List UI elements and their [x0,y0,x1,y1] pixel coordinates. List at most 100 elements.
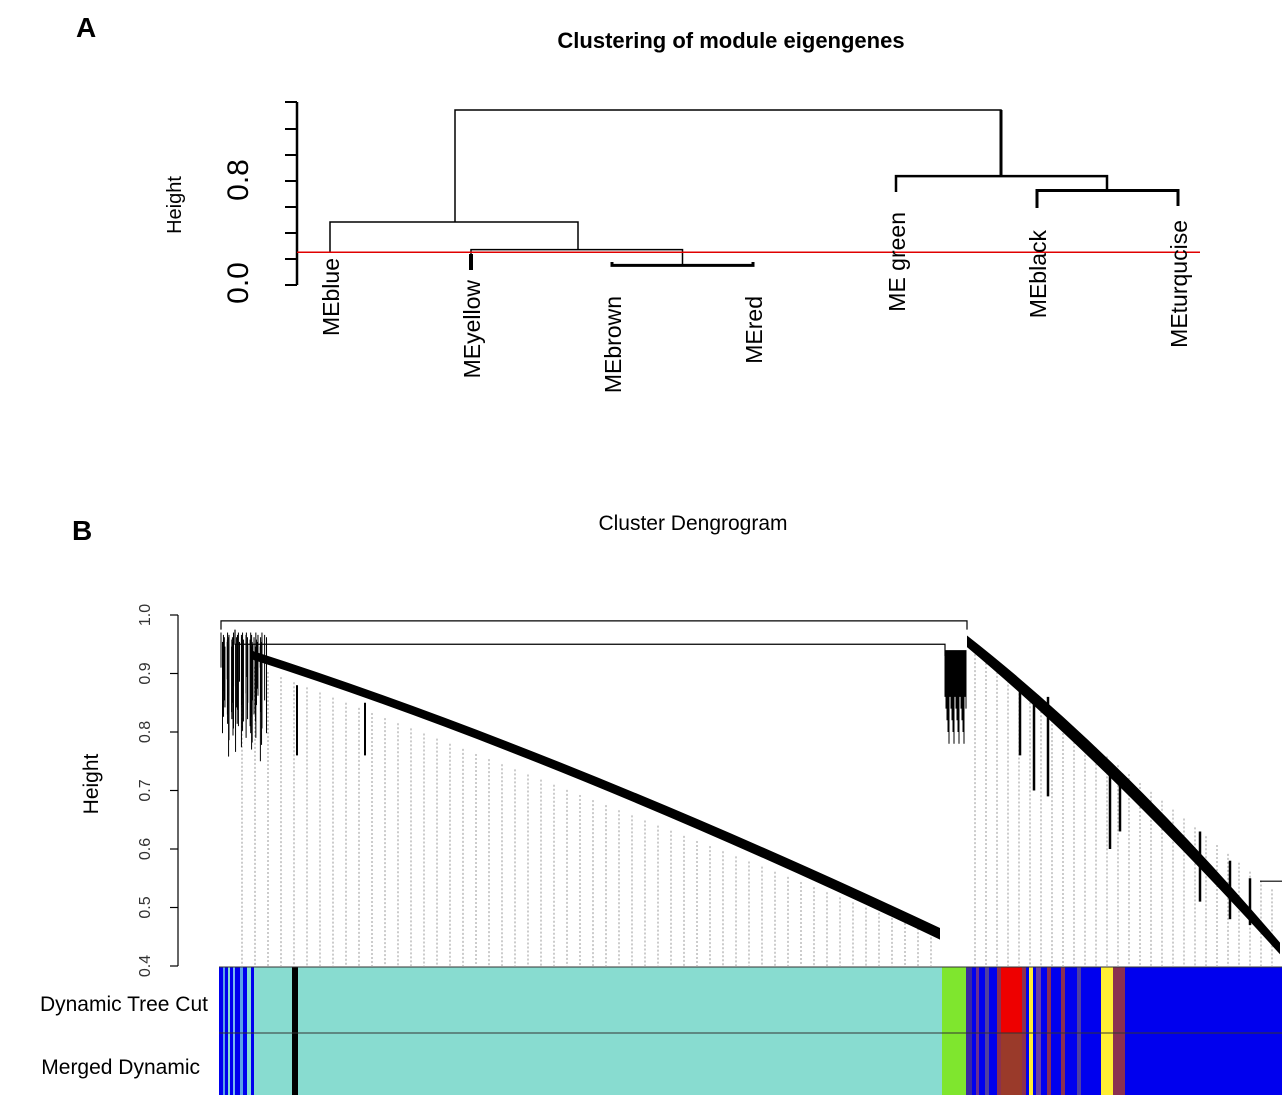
color-bar-dynamic-13 [292,967,298,1033]
panel-b-second-bracket [234,629,946,656]
color-bar-dynamic-5 [233,967,235,1033]
color-bar-merged-37 [1125,1033,1282,1095]
color-bar-dynamic-30 [1051,967,1061,1033]
panel-a-title: Clustering of module eigengenes [557,28,904,53]
panel-a-ytick-0: 0.0 [222,262,255,304]
panel-b-ytick-label-2: 0.6 [137,838,154,860]
color-bar-merged-21 [989,1033,997,1095]
color-bar-dynamic-37 [1125,967,1282,1033]
panel-b-ytick-label-1: 0.5 [137,896,154,918]
panel-a-ytick-1: 0.8 [222,159,255,201]
color-bar-merged-20 [985,1033,989,1095]
panel-b-dendrogram: 0.4 0.5 0.6 0.7 0.8 0.9 1.0 [137,604,1282,1095]
panel-b-ytick-label-0: 0.4 [137,955,154,977]
panel-b-ytick-label-3: 0.7 [137,779,154,801]
color-bar-merged-17 [972,1033,976,1095]
color-bar-dynamic-10 [251,967,254,1033]
color-bar-merged-28 [1041,1033,1047,1095]
panel-b-top-bracket [220,620,968,630]
color-bar-merged-14 [298,1033,942,1095]
color-bar-dynamic-28 [1041,967,1047,1033]
panel-b-color-bars [219,966,1282,1095]
panel-a-leaf-label-2: MEbrown [600,296,626,393]
color-bar-dynamic-3 [228,967,230,1033]
panel-a-leaf-label-6: MEturqucise [1166,220,1192,348]
panel-a-leaf-label-0: MEblue [318,258,344,336]
color-bar-merged-24 [1026,1033,1029,1095]
color-bar-dynamic-29 [1047,967,1051,1033]
row-label-merged-dynamic: Merged Dynamic [41,1056,200,1079]
panel-a-leaf-label-1: MEyellow [459,280,485,379]
panel-a-ylabel: Height [164,176,186,234]
color-bar-merged-31 [1061,1033,1065,1095]
panel-b-right-slope [967,635,1280,955]
panel-a-label: A [76,12,96,43]
color-bar-dynamic-17 [972,967,976,1033]
panel-b-label: B [72,515,92,546]
color-bar-dynamic-15 [942,967,966,1033]
color-bar-dynamic-11 [254,967,258,1033]
color-bar-dynamic-27 [1036,967,1041,1033]
panel-a-merge-blue [329,221,579,253]
color-bar-merged-16 [966,1033,972,1095]
color-bar-dynamic-20 [985,967,989,1033]
color-bar-merged-36 [1113,1033,1125,1095]
color-bar-dynamic-23 [1022,967,1026,1033]
color-bar-dynamic-32 [1065,967,1077,1033]
panel-b-ylabel: Height [80,753,103,814]
color-bar-merged-35 [1101,1033,1113,1095]
color-bar-dynamic-19 [979,967,985,1033]
color-bar-merged-30 [1051,1033,1061,1095]
color-bar-dynamic-6 [235,967,240,1033]
panel-b-branches [220,620,1282,966]
color-bar-dynamic-14 [298,967,942,1033]
color-bar-merged-5 [233,1033,235,1095]
color-bar-merged-3 [228,1033,230,1095]
color-bar-merged-25 [1029,1033,1033,1095]
color-bar-merged-4 [230,1033,233,1095]
color-bar-merged-22 [997,1033,1001,1095]
panel-a-leaf-label-3: MEred [741,296,767,364]
color-bar-dynamic-22 [997,967,1001,1033]
color-bar-dynamic-24 [1026,967,1029,1033]
panel-a-dendrogram: MEblue MEyellow MEbrown MEred ME green MEblac… [285,101,1200,393]
panel-b-ytick-label-4: 0.8 [137,721,154,743]
color-bar-merged-15 [942,1033,966,1095]
panel-a-merge-top [454,109,1002,222]
color-bar-dynamic-25 [1029,967,1033,1033]
color-bar-merged-33 [1077,1033,1081,1095]
panel-b-ytick-label-6: 1.0 [137,604,154,626]
color-bar-dynamic-18 [976,967,979,1033]
color-bar-merged-10 [251,1033,254,1095]
color-bar-merged-8 [243,1033,247,1095]
color-bar-merged-18 [976,1033,979,1095]
color-bar-dynamic-red [1001,967,1022,1033]
color-bar-dynamic-34 [1081,967,1101,1033]
color-bar-merged-7 [240,1033,243,1095]
color-bar-merged-0 [219,1033,223,1095]
color-bar-merged-11 [254,1033,258,1095]
color-bar-merged-brown [1001,1033,1022,1095]
color-bar-dynamic-8 [243,967,247,1033]
color-bar-merged-2 [225,1033,228,1095]
panel-a-leaf-label-5: MEblack [1025,230,1051,319]
color-bar-dynamic-2 [225,967,228,1033]
color-bar-dynamic-31 [1061,967,1065,1033]
color-bar-dynamic-36 [1113,967,1125,1033]
color-bar-merged-34 [1081,1033,1101,1095]
color-bar-dynamic-12 [258,967,292,1033]
color-bar-merged-19 [979,1033,985,1095]
panel-a-merge-black-turquoise [1035,189,1180,208]
color-bar-merged-6 [235,1033,240,1095]
color-bar-merged-27 [1036,1033,1041,1095]
color-bar-dynamic-16 [966,967,972,1033]
color-bar-dynamic-35 [1101,967,1113,1033]
color-bar-dynamic-4 [230,967,233,1033]
color-bar-merged-29 [1047,1033,1051,1095]
color-bar-dynamic-9 [247,967,251,1033]
color-bar-dynamic-7 [240,967,243,1033]
color-bar-merged-9 [247,1033,251,1095]
panel-b-title: Cluster Dengrogram [598,512,787,535]
color-bar-dynamic-21 [989,967,997,1033]
